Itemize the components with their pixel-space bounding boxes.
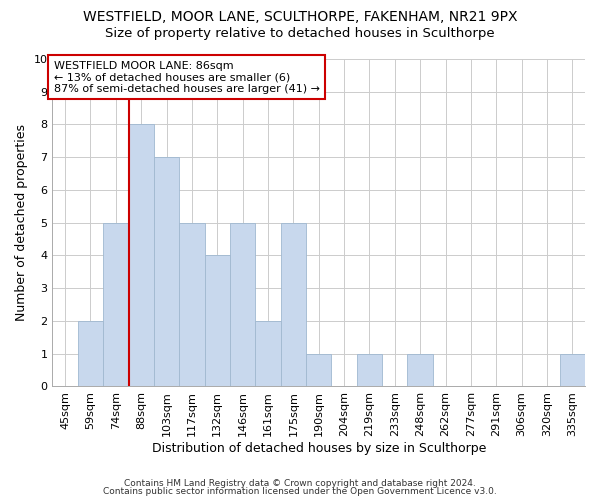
Bar bbox=[256, 321, 281, 386]
Bar bbox=[103, 222, 128, 386]
Bar bbox=[306, 354, 331, 386]
Bar bbox=[205, 256, 230, 386]
X-axis label: Distribution of detached houses by size in Sculthorpe: Distribution of detached houses by size … bbox=[152, 442, 486, 455]
Text: WESTFIELD MOOR LANE: 86sqm
← 13% of detached houses are smaller (6)
87% of semi-: WESTFIELD MOOR LANE: 86sqm ← 13% of deta… bbox=[53, 60, 320, 94]
Y-axis label: Number of detached properties: Number of detached properties bbox=[15, 124, 28, 321]
Text: Size of property relative to detached houses in Sculthorpe: Size of property relative to detached ho… bbox=[105, 28, 495, 40]
Bar bbox=[179, 222, 205, 386]
Bar bbox=[230, 222, 256, 386]
Text: Contains public sector information licensed under the Open Government Licence v3: Contains public sector information licen… bbox=[103, 488, 497, 496]
Text: WESTFIELD, MOOR LANE, SCULTHORPE, FAKENHAM, NR21 9PX: WESTFIELD, MOOR LANE, SCULTHORPE, FAKENH… bbox=[83, 10, 517, 24]
Bar bbox=[281, 222, 306, 386]
Bar bbox=[407, 354, 433, 386]
Text: Contains HM Land Registry data © Crown copyright and database right 2024.: Contains HM Land Registry data © Crown c… bbox=[124, 478, 476, 488]
Bar bbox=[128, 124, 154, 386]
Bar bbox=[357, 354, 382, 386]
Bar bbox=[560, 354, 585, 386]
Bar bbox=[154, 157, 179, 386]
Bar bbox=[78, 321, 103, 386]
